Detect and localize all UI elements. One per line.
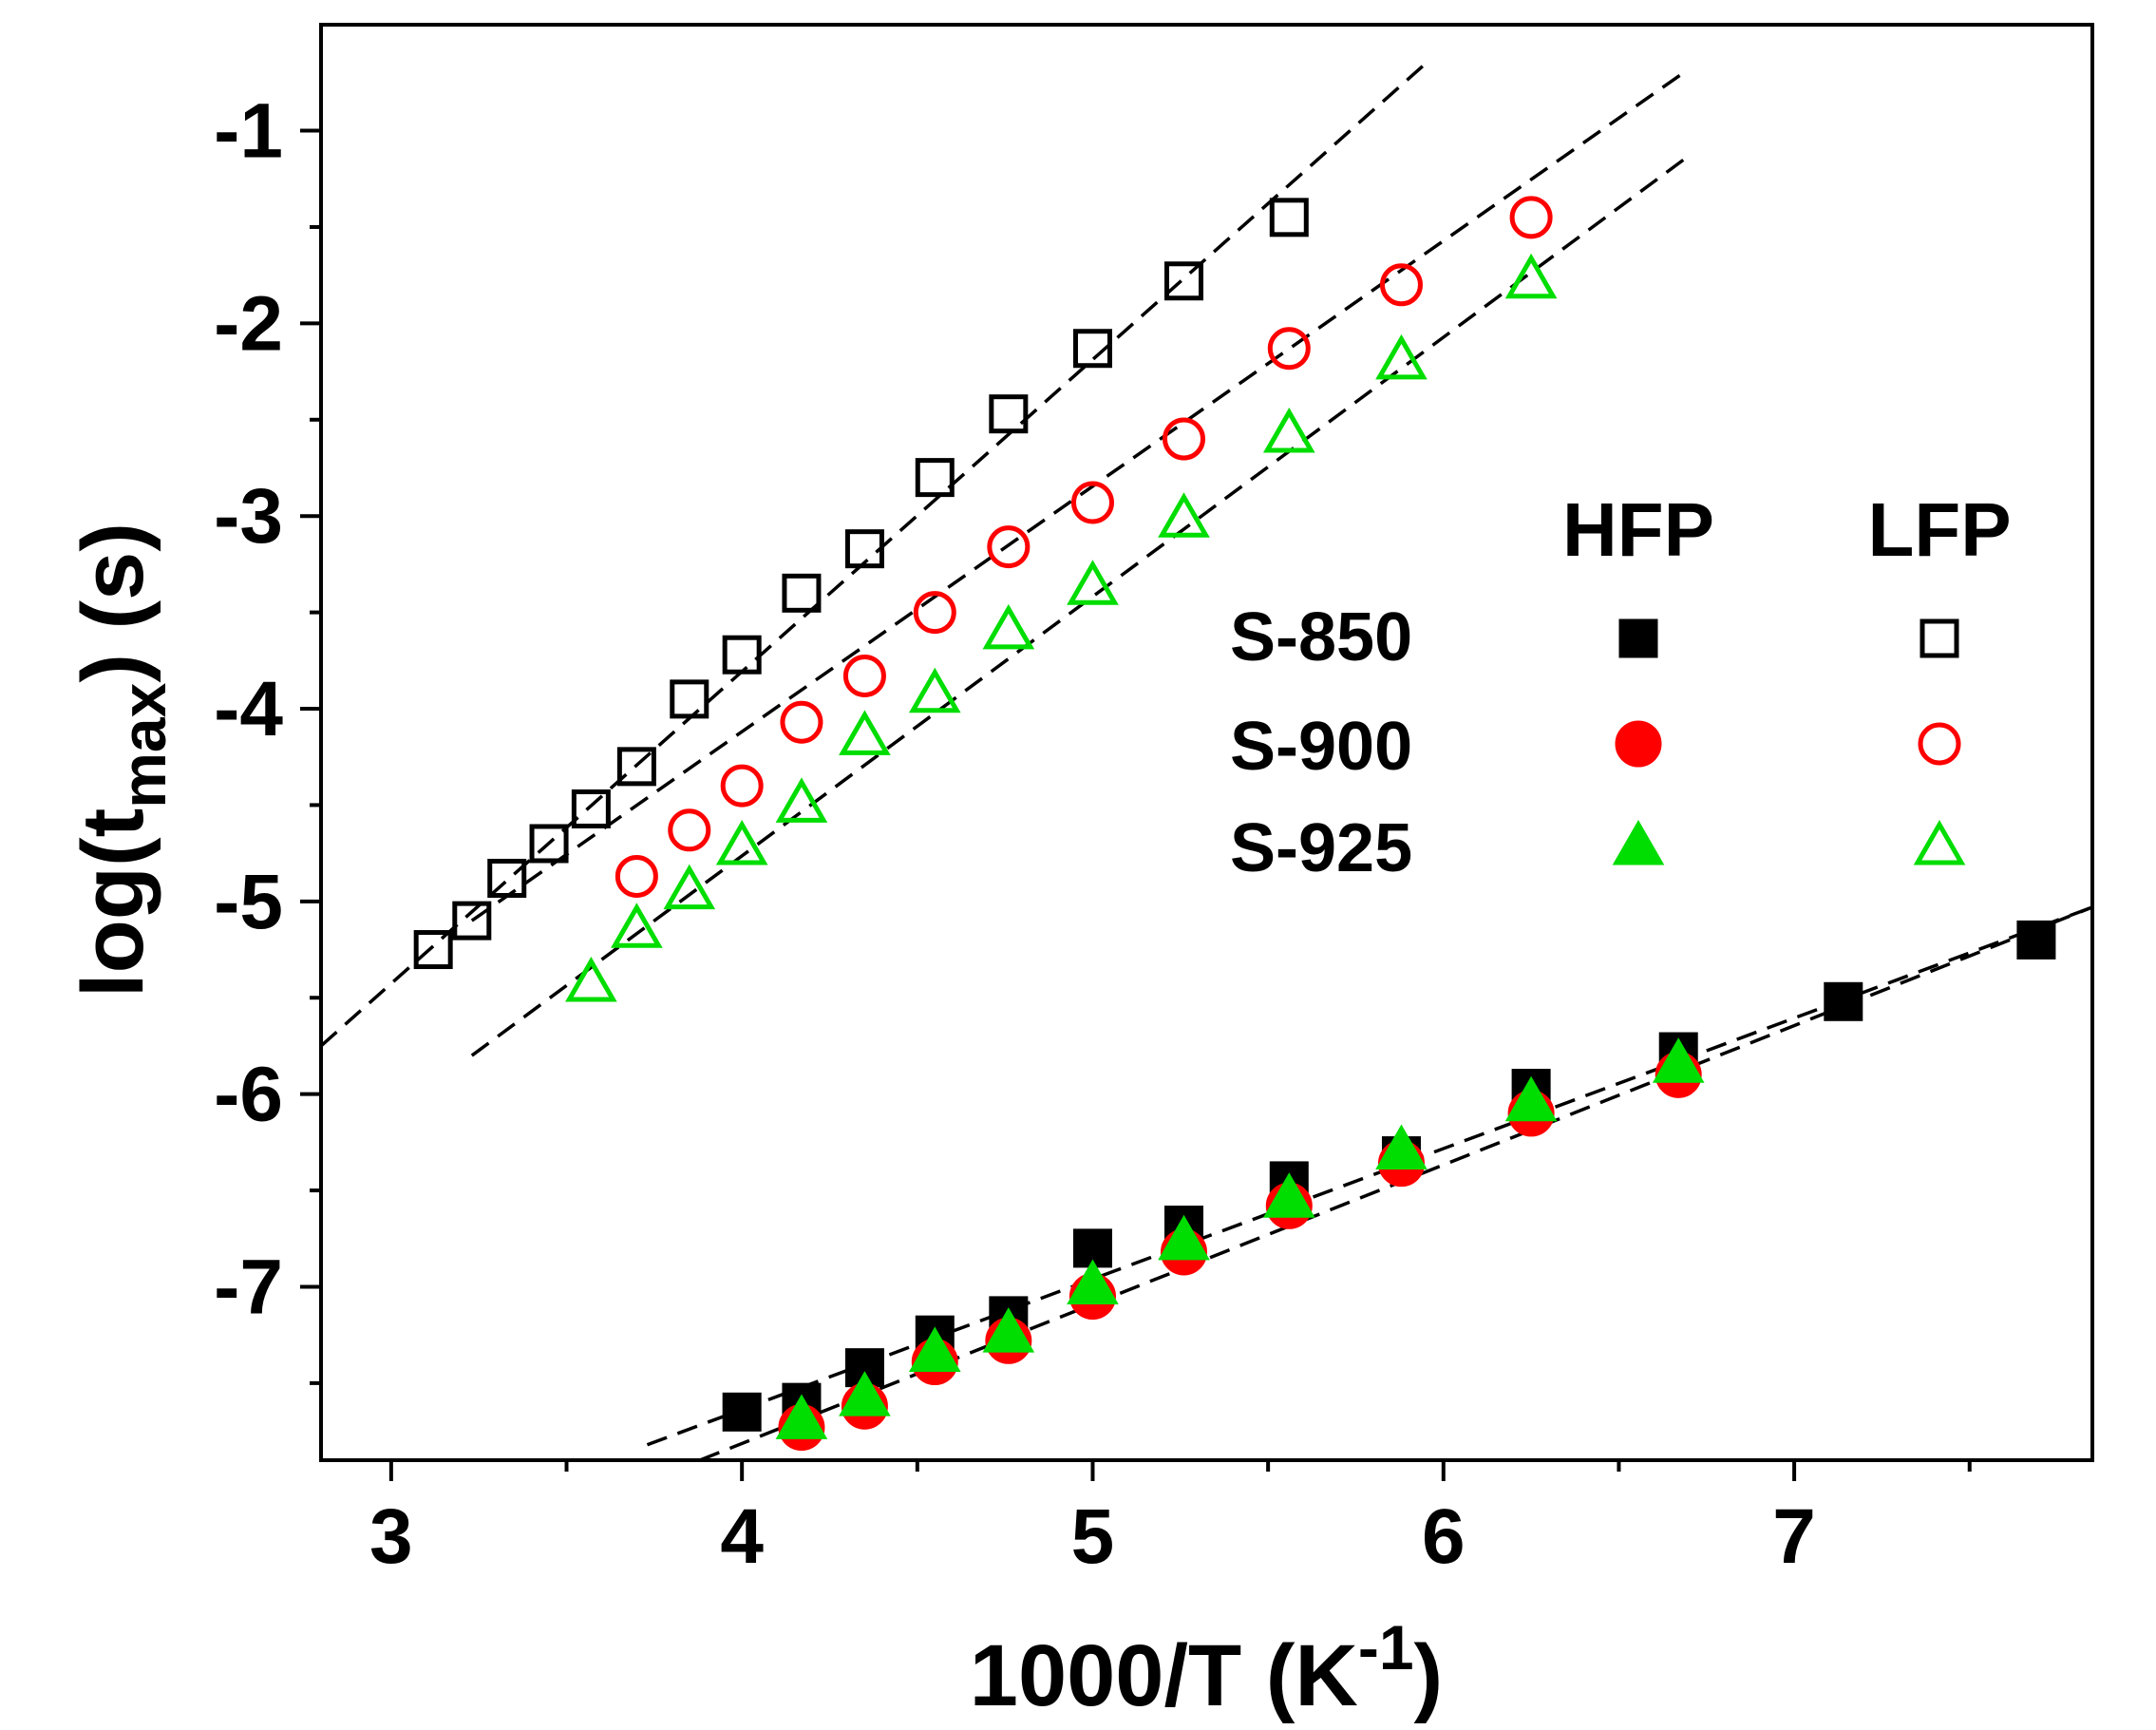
s-850-lfp-point: [1072, 329, 1112, 369]
s-850-hfp-point: [2016, 920, 2056, 960]
s-900-lfp-point: [1070, 481, 1114, 524]
s-925-hfp-point: [775, 1394, 828, 1439]
s-850-lfp-point: [844, 529, 884, 569]
s-900-lfp-point: [668, 808, 711, 852]
legend-marker-s-850-hfp: [1618, 618, 1658, 658]
s-925-lfp-point: [1504, 253, 1558, 299]
s-925-lfp-point: [1262, 407, 1315, 453]
y-tick-label: -5: [214, 859, 283, 945]
s-925-lfp-point: [1067, 560, 1119, 605]
s-850-lfp-point: [782, 573, 822, 613]
s-900-lfp-point: [913, 591, 956, 635]
y-tick-label: -7: [214, 1244, 283, 1330]
s-850-lfp-point: [1163, 261, 1203, 301]
plot-frame: [319, 23, 2094, 1462]
s-900-lfp-point: [1162, 417, 1205, 461]
legend-marker-s-925-hfp: [1612, 819, 1665, 865]
s-900-lfp-point: [842, 655, 886, 698]
s-925-lfp-point: [982, 603, 1035, 650]
s-850-lfp-point: [915, 458, 955, 498]
s-900-lfp-point: [987, 525, 1031, 569]
s-850-lfp-point: [413, 930, 453, 970]
x-tick-label: 7: [1772, 1493, 1816, 1580]
legend-marker-s-925-lfp: [1913, 819, 1966, 865]
s-925-lfp-point: [839, 710, 891, 755]
fit-line: [470, 67, 1691, 922]
legend-marker-s-850-lfp: [1920, 618, 1959, 658]
s-850-hfp-point: [1072, 1228, 1112, 1268]
x-tick-label: 5: [1071, 1493, 1115, 1580]
s-900-lfp-point: [615, 854, 658, 898]
y-tick-label: -6: [214, 1052, 283, 1138]
s-900-lfp-point: [720, 764, 764, 808]
s-925-lfp-point: [1375, 333, 1428, 380]
y-tick-label: -3: [214, 473, 283, 560]
legend-header-lfp: LFP: [1867, 487, 2011, 572]
s-850-lfp-point: [670, 679, 709, 719]
s-850-hfp-point: [722, 1392, 762, 1432]
s-850-lfp-point: [571, 789, 611, 828]
s-850-lfp-point: [529, 824, 569, 864]
y-tick-label: -4: [214, 666, 283, 752]
s-925-lfp-point: [775, 777, 828, 823]
axis-ticks: 3 4 5 6 7 -7 -6 -5 -4 -3 -2 -1: [214, 88, 1972, 1580]
s-850-lfp-point: [452, 901, 492, 941]
x-tick-label: 3: [369, 1493, 413, 1580]
fit-line: [319, 62, 1428, 1048]
legend-header-hfp: HFP: [1562, 487, 1714, 572]
legend: HFP LFP S-850 S-900 S-925: [1230, 487, 2012, 886]
s-925-lfp-point: [611, 903, 663, 948]
s-925-lfp-point: [1158, 492, 1210, 538]
fit-line: [470, 154, 1691, 1057]
x-tick-label: 4: [720, 1493, 764, 1580]
s-925-hfp-point: [1158, 1214, 1210, 1261]
s-850-lfp-point: [487, 858, 527, 898]
s-900-lfp-point: [1379, 263, 1423, 307]
legend-marker-s-900-lfp: [1918, 722, 1961, 766]
s-925-lfp-point: [565, 957, 617, 1002]
y-axis-label: log(tmax) (s): [65, 523, 179, 998]
y-tick-label: -1: [214, 88, 283, 175]
legend-markers: [1612, 618, 1966, 865]
s-925-hfp-point: [1067, 1259, 1119, 1304]
s-925-lfp-point: [663, 864, 716, 910]
s-850-lfp-point: [722, 635, 762, 675]
s-900-lfp-point: [1509, 196, 1553, 239]
s-850-lfp-point: [616, 747, 656, 787]
legend-marker-s-900-hfp: [1615, 720, 1662, 768]
s-850-lfp-point: [989, 394, 1029, 434]
s-925-hfp-point: [839, 1371, 891, 1416]
x-tick-label: 6: [1422, 1493, 1466, 1580]
s-900-lfp-point: [780, 700, 823, 744]
s-925-hfp-point: [908, 1326, 961, 1372]
s-925-hfp-point: [982, 1307, 1035, 1353]
s-925-lfp-point: [908, 667, 961, 713]
legend-label-s850: S-850: [1230, 599, 1412, 675]
s-900-lfp-point: [1267, 327, 1311, 371]
s-850-hfp-point: [1824, 981, 1863, 1021]
data-markers: [413, 196, 2056, 1452]
s-925-hfp-point: [1652, 1037, 1705, 1083]
s-925-lfp-point: [715, 820, 768, 865]
s-925-hfp-point: [1262, 1172, 1315, 1218]
legend-label-s900: S-900: [1230, 709, 1412, 785]
s-925-hfp-point: [1375, 1124, 1428, 1169]
y-tick-label: -2: [214, 280, 283, 367]
s-850-lfp-point: [1269, 198, 1309, 238]
x-axis-label: 1000/T (K-1): [970, 1612, 1443, 1724]
legend-label-s925: S-925: [1230, 810, 1412, 886]
s-925-hfp-point: [1504, 1075, 1558, 1122]
